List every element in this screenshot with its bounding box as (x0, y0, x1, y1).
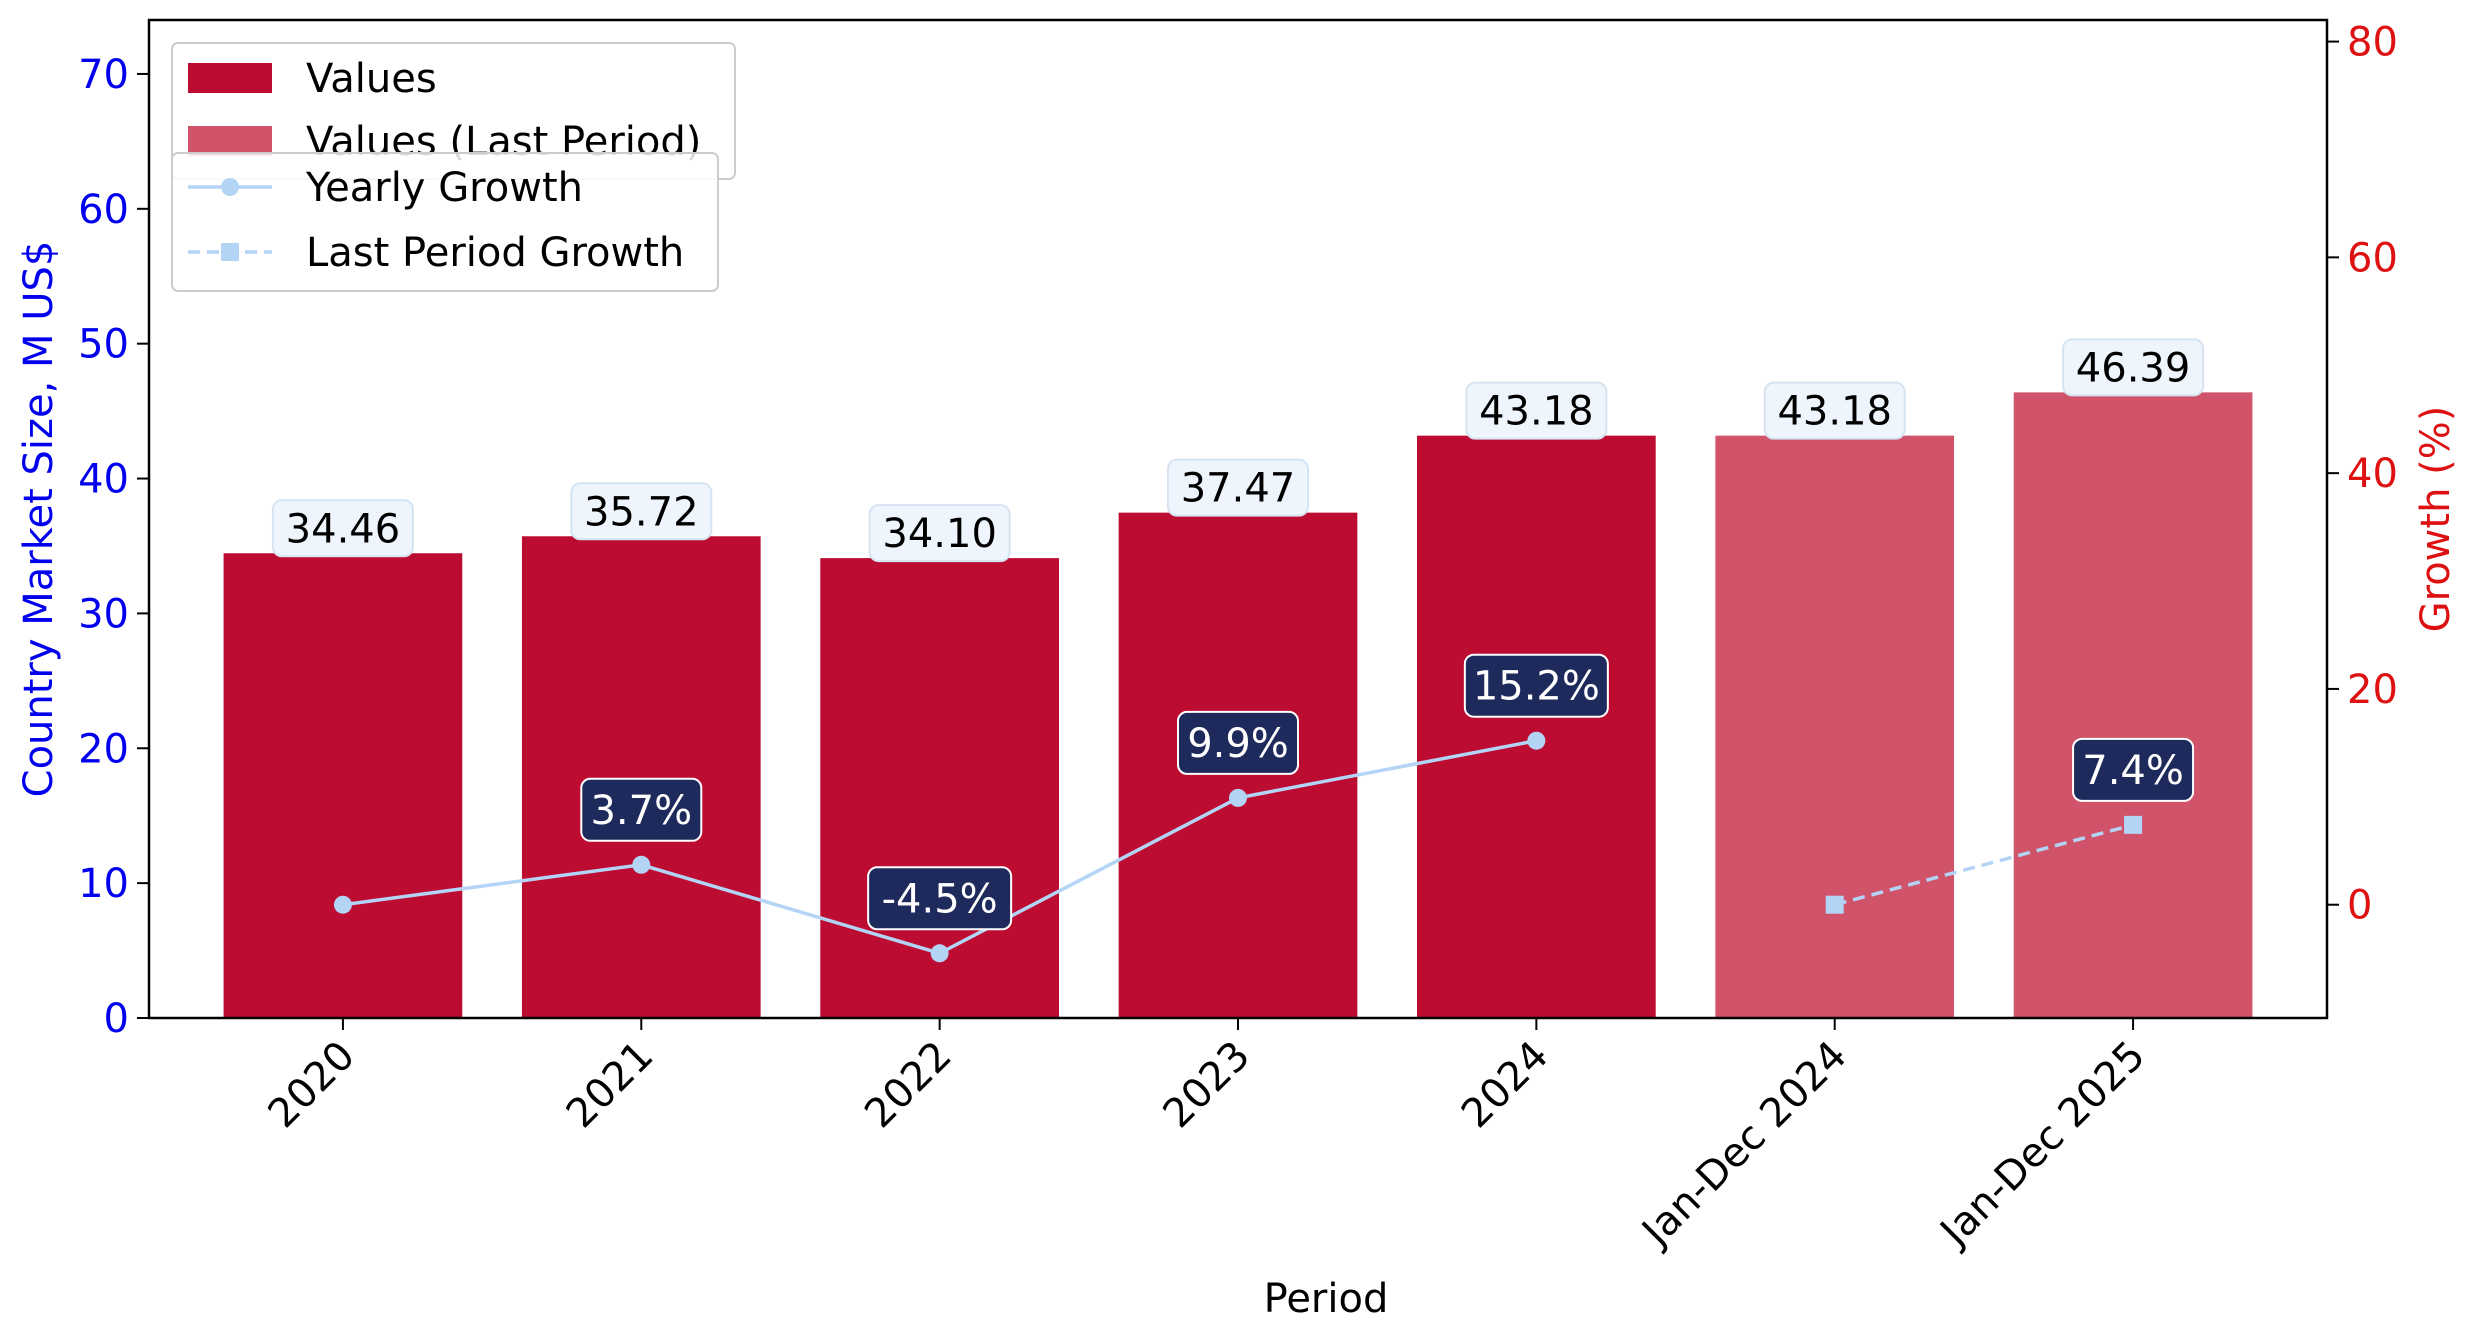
y2-tick-label-20: 20 (2347, 667, 2398, 713)
value-label-box-2 (868, 504, 1011, 563)
legend-label-yearly-growth: Yearly Growth (305, 165, 583, 211)
y-tick-label-60: 60 (78, 187, 129, 233)
value-label-box-4 (1465, 381, 1608, 440)
y-tick-label-40: 40 (78, 457, 129, 503)
marker-last-5 (1825, 895, 1844, 914)
growth-label-box-yearly-2 (867, 866, 1013, 931)
marker-yearly-0 (333, 895, 352, 914)
y-tick-label-0: 0 (104, 996, 129, 1042)
y-tick-label-30: 30 (78, 591, 129, 637)
value-label-2: 34.10 (882, 511, 997, 557)
y2-tick-label-80: 80 (2347, 20, 2398, 66)
y-tick-label-70: 70 (78, 52, 129, 98)
marker-yearly-3 (1229, 788, 1247, 807)
value-label-box-5 (1763, 381, 1906, 440)
value-label-5: 43.18 (1777, 389, 1892, 435)
value-label-box-3 (1167, 458, 1309, 517)
x-axis-label: Period (1264, 1276, 1389, 1322)
value-label-4: 43.18 (1479, 389, 1594, 435)
value-label-1: 35.72 (584, 489, 699, 535)
value-label-6: 46.39 (2076, 345, 2191, 391)
labels-layer: 34.46 35.72 34.10 37.47 43.18 43.18 46.39 3.7% -… (271, 338, 2205, 931)
value-label-box-6 (2062, 338, 2205, 397)
legend-label-values: Values (306, 56, 437, 102)
bar-values-4 (1417, 435, 1656, 1018)
bar-values-0 (223, 553, 463, 1018)
value-label-3: 37.47 (1181, 466, 1296, 512)
legend-lines: Yearly Growth Last Period Growth (171, 152, 719, 292)
legend-marker-last-period-growth (221, 243, 239, 261)
legend-label-last-period-growth: Last Period Growth (306, 230, 684, 276)
growth-label-box-yearly-1 (580, 777, 703, 842)
y-tick-label-20: 20 (78, 726, 129, 772)
line-last-period-growth (1834, 823, 2134, 907)
growth-label-yearly-1: 3.7% (590, 788, 692, 834)
growth-label-yearly-4: 15.2% (1473, 664, 1600, 710)
legend-marker-yearly-growth (221, 178, 239, 196)
value-label-box-1 (570, 482, 713, 541)
growth-label-last-6: 7.4% (2082, 748, 2184, 794)
marker-yearly-4 (1527, 731, 1546, 750)
marker-last-6 (2124, 815, 2143, 834)
y2-axis-label: Growth (%) (2413, 406, 2459, 633)
legend-swatch-last-period (188, 126, 272, 156)
y-axis-label: Country Market Size, M US$ (16, 241, 62, 798)
value-label-0: 34.46 (286, 506, 401, 552)
bar-last-period-6 (2013, 392, 2253, 1018)
bar-values-2 (820, 558, 1059, 1018)
growth-label-box-yearly-4 (1463, 653, 1609, 718)
bar-last-period-5 (1715, 435, 1955, 1018)
growth-label-yearly-3: 9.9% (1187, 721, 1289, 767)
growth-label-yearly-2: -4.5% (882, 876, 998, 922)
y2-tick-label-40: 40 (2347, 451, 2398, 497)
y2-tick-label-0: 0 (2347, 883, 2372, 929)
legend-lines-box (171, 152, 719, 292)
y-tick-label-10: 10 (78, 861, 129, 907)
y2-tick-label-60: 60 (2347, 235, 2398, 281)
lines-layer (333, 731, 2143, 963)
bar-values-1 (521, 536, 761, 1018)
value-label-box-0 (271, 499, 414, 558)
legend-swatch-values (188, 63, 272, 93)
growth-label-box-last-6 (2072, 737, 2195, 802)
growth-label-box-yearly-3 (1177, 710, 1299, 775)
marker-yearly-2 (930, 944, 949, 963)
y-tick-label-50: 50 (78, 322, 129, 368)
marker-yearly-1 (632, 855, 651, 874)
